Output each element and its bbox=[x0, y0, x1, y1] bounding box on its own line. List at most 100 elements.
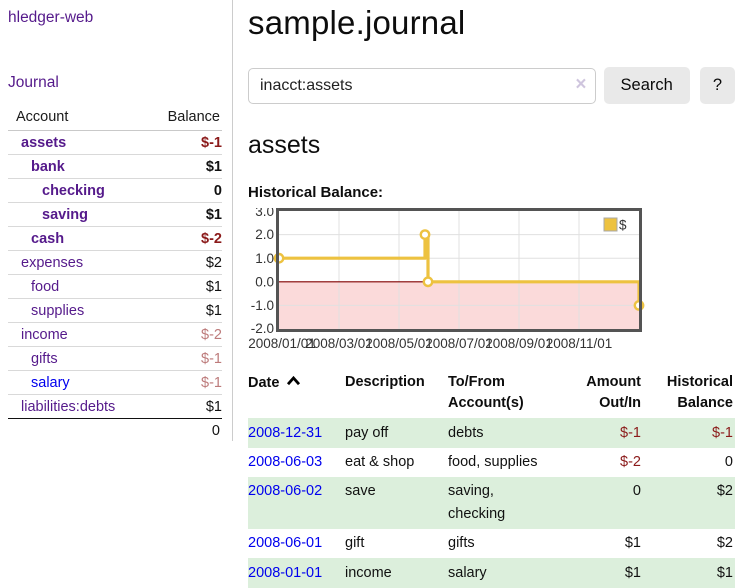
svg-text:0.0: 0.0 bbox=[255, 274, 274, 289]
register-row: 2008-06-01 gift gifts $1 $2 bbox=[248, 529, 735, 558]
balance-chart-svg: $ 3.0 2.0 1.0 0.0 -1.0 -2.0 2008/01/01 2… bbox=[248, 208, 645, 351]
clear-search-icon[interactable]: × bbox=[575, 73, 587, 95]
account-row-supplies: supplies $1 bbox=[8, 298, 222, 323]
accounts-header-account: Account bbox=[8, 107, 144, 131]
main-content: sample.journal × Search ? assets Histori… bbox=[248, 0, 735, 588]
balance-header-line1: Historical bbox=[666, 374, 733, 390]
account-row-expenses: expenses $2 bbox=[8, 250, 222, 275]
help-button[interactable]: ? bbox=[699, 67, 735, 104]
legend-label: $ bbox=[619, 218, 627, 233]
svg-text:2008/05/01: 2008/05/01 bbox=[365, 336, 433, 351]
amount-header-line1: Amount bbox=[586, 374, 641, 390]
svg-text:2008/11/01: 2008/11/01 bbox=[546, 336, 613, 351]
chart-border bbox=[276, 208, 642, 332]
account-row-gifts: gifts $-1 bbox=[8, 346, 222, 371]
account-row-income: income $-2 bbox=[8, 322, 222, 347]
transaction-description: eat & shop bbox=[345, 454, 415, 470]
chart-x-axis-labels: 2008/01/01 2008/03/01 2008/05/01 2008/07… bbox=[248, 336, 612, 351]
transaction-accounts: salary bbox=[448, 564, 487, 581]
account-link-assets[interactable]: assets bbox=[21, 134, 67, 151]
transaction-date-link[interactable]: 2008-06-02 bbox=[248, 483, 323, 500]
transaction-balance: 0 bbox=[724, 454, 733, 470]
transaction-accounts-line2: checking bbox=[448, 505, 506, 522]
transaction-accounts: gifts bbox=[448, 535, 475, 552]
balance-header-line2: Balance bbox=[677, 395, 733, 412]
transaction-date-link[interactable]: 2008-06-01 bbox=[248, 535, 323, 552]
svg-text:2008/09/01: 2008/09/01 bbox=[485, 336, 553, 351]
account-balance: $-1 bbox=[201, 350, 222, 367]
account-link-liabilities-debts[interactable]: liabilities:debts bbox=[21, 398, 116, 415]
transaction-date-link[interactable]: 2008-12-31 bbox=[248, 424, 323, 441]
svg-text:-2.0: -2.0 bbox=[251, 321, 274, 336]
amount-header-line2: Out/In bbox=[599, 395, 641, 412]
search-form: × Search ? bbox=[248, 67, 735, 104]
chart-legend: $ bbox=[603, 217, 627, 233]
search-input[interactable] bbox=[248, 67, 596, 104]
account-balance: $1 bbox=[205, 302, 222, 319]
account-link-salary[interactable]: salary bbox=[31, 374, 70, 391]
account-row-liabilities-debts: liabilities:debts $1 bbox=[8, 394, 222, 419]
register-header-row: Date Description To/From Account(s) Amou… bbox=[248, 370, 735, 418]
sort-ascending-icon bbox=[286, 372, 301, 393]
transaction-balance: $1 bbox=[716, 564, 733, 581]
account-balance: $2 bbox=[205, 254, 222, 271]
register-header-accounts: To/From Account(s) bbox=[448, 370, 575, 418]
transaction-balance: $-1 bbox=[712, 424, 733, 441]
account-link-income[interactable]: income bbox=[21, 326, 68, 343]
sidebar-item-journal[interactable]: Journal bbox=[8, 74, 59, 91]
svg-text:2008/01/01: 2008/01/01 bbox=[248, 336, 316, 351]
account-balance: 0 bbox=[213, 182, 222, 199]
svg-text:2008/03/01: 2008/03/01 bbox=[305, 336, 373, 351]
account-link-saving[interactable]: saving bbox=[42, 206, 88, 223]
chart-y-axis-labels: 3.0 2.0 1.0 0.0 -1.0 -2.0 bbox=[251, 208, 274, 336]
account-balance: $1 bbox=[205, 206, 222, 223]
account-row-cash: cash $-2 bbox=[8, 226, 222, 251]
account-row-bank: bank $1 bbox=[8, 154, 222, 179]
account-balance: $-1 bbox=[201, 374, 222, 391]
transaction-date-link[interactable]: 2008-06-03 bbox=[248, 454, 323, 470]
account-row-assets: assets $-1 bbox=[8, 131, 222, 155]
account-balance: $-2 bbox=[201, 326, 222, 343]
page-title: sample.journal bbox=[248, 4, 466, 41]
account-link-supplies[interactable]: supplies bbox=[31, 302, 85, 319]
account-row-checking: checking 0 bbox=[8, 178, 222, 203]
account-heading: assets bbox=[248, 131, 321, 159]
register-row: 2008-06-03 eat & shop food, supplies $-2… bbox=[248, 448, 735, 477]
transaction-amount: $-1 bbox=[620, 424, 641, 441]
transaction-balance: $2 bbox=[716, 535, 733, 552]
account-link-checking[interactable]: checking bbox=[42, 182, 105, 199]
register-row: 2008-12-31 pay off debts $-1 $-1 bbox=[248, 418, 735, 448]
transaction-description: income bbox=[345, 564, 392, 581]
account-link-bank[interactable]: bank bbox=[31, 158, 65, 175]
svg-text:2008/07/01: 2008/07/01 bbox=[425, 336, 493, 351]
account-balance: $1 bbox=[205, 278, 222, 295]
account-balance: $-2 bbox=[201, 230, 222, 247]
historical-balance-chart: $ 3.0 2.0 1.0 0.0 -1.0 -2.0 2008/01/01 2… bbox=[248, 208, 735, 356]
account-link-food[interactable]: food bbox=[31, 278, 60, 295]
transaction-description: pay off bbox=[345, 424, 389, 441]
transaction-amount: 0 bbox=[632, 483, 641, 500]
account-row-salary: salary $-1 bbox=[8, 370, 222, 395]
transaction-accounts-line1: saving, bbox=[448, 483, 494, 500]
accounts-total-row: 0 bbox=[8, 418, 222, 444]
register-row: 2008-06-02 save saving, checking 0 $2 bbox=[248, 476, 735, 529]
transaction-description: gift bbox=[345, 535, 365, 552]
account-link-gifts[interactable]: gifts bbox=[31, 350, 58, 367]
account-link-expenses[interactable]: expenses bbox=[21, 254, 84, 271]
app-brand-link[interactable]: hledger-web bbox=[8, 9, 94, 26]
transaction-date-link[interactable]: 2008-01-01 bbox=[248, 564, 323, 581]
account-row-saving: saving $1 bbox=[8, 202, 222, 227]
search-button[interactable]: Search bbox=[603, 67, 690, 104]
register-row: 2008-01-01 income salary $1 $1 bbox=[248, 558, 735, 588]
account-link-cash[interactable]: cash bbox=[31, 230, 65, 247]
transaction-accounts: debts bbox=[448, 424, 484, 441]
account-balance: $-1 bbox=[201, 134, 222, 151]
chart-vertical-gridlines bbox=[338, 211, 580, 329]
account-balance: $1 bbox=[205, 158, 222, 175]
transaction-amount: $-2 bbox=[620, 454, 641, 470]
svg-text:1.0: 1.0 bbox=[255, 251, 274, 266]
register-header-date[interactable]: Date bbox=[248, 370, 345, 418]
accounts-table: Account Balance assets $-1 bank $1 check… bbox=[8, 107, 222, 443]
transaction-description: save bbox=[345, 483, 376, 500]
accounts-total-value: 0 bbox=[211, 423, 220, 439]
